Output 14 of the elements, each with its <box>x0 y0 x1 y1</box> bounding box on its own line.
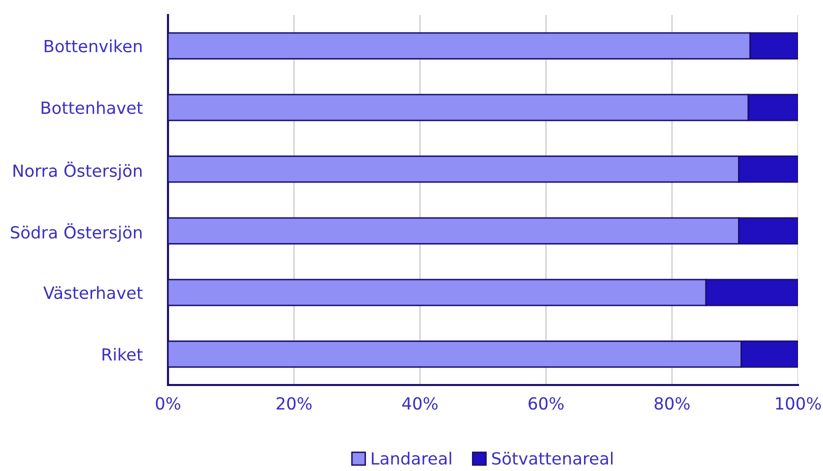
x-tick-label: 40% <box>402 397 438 410</box>
x-tick-label: 0% <box>156 397 180 410</box>
y-tick-label: Norra Östersjön <box>14 162 142 180</box>
y-tick-label: Södra Östersjön <box>10 223 142 242</box>
x-tick-label: 20% <box>276 397 312 410</box>
x-tick-label: 80% <box>654 397 690 410</box>
y-tick-label: Riket <box>102 348 143 361</box>
x-tick-label: 60% <box>528 397 564 410</box>
legend-label: Sötvattenareal <box>492 452 613 465</box>
legend-label: Landareal <box>372 452 452 465</box>
y-tick-label: Bottenhavet <box>42 101 143 114</box>
x-tick-label: 100% <box>776 397 821 410</box>
y-tick-label: Bottenviken <box>44 40 142 52</box>
y-tick-label: Västerhavet <box>43 286 143 300</box>
